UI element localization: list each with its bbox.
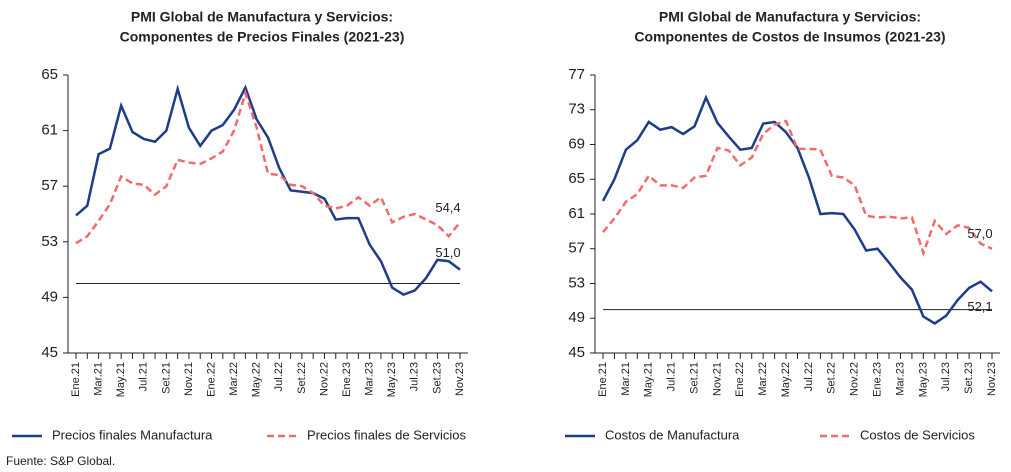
x-tick-label: Jul.23	[409, 362, 421, 391]
x-tick-label: Set.23	[963, 362, 975, 394]
x-tick-label: Nov.23	[986, 362, 998, 396]
x-tick-label: Set.22	[296, 362, 308, 394]
source: Fuente: S&P Global.	[6, 454, 115, 468]
x-tick-label: Set.22	[826, 362, 838, 394]
x-tick-label: May.21	[643, 362, 655, 397]
y-tick-label: 77	[568, 66, 585, 83]
x-tick-label: Jul.22	[273, 362, 285, 391]
x-tick-label: May.21	[115, 362, 127, 397]
y-tick-label: 45	[568, 344, 585, 361]
x-tick-label: Ene.22	[205, 362, 217, 397]
x-tick-label: Mar.23	[364, 362, 376, 396]
y-tick-label: 73	[568, 101, 585, 118]
x-tick-label: May.22	[780, 362, 792, 397]
x-tick-label: Mar.21	[92, 362, 104, 396]
y-tick-label: 49	[568, 309, 585, 326]
x-tick-label: Ene.23	[871, 362, 883, 397]
x-tick-label: May.23	[386, 362, 398, 397]
x-tick-label: Nov.22	[849, 362, 861, 396]
y-tick-label: 57	[568, 240, 585, 257]
x-tick-label: May.22	[251, 362, 263, 397]
x-tick-label: Mar.22	[228, 362, 240, 396]
x-tick-label: Ene.23	[341, 362, 353, 397]
x-tick-label: Ene.22	[734, 362, 746, 397]
x-tick-label: Mar.22	[757, 362, 769, 396]
x-tick-label: May.23	[917, 362, 929, 397]
line	[75, 84, 461, 297]
x-tick-label: Jul.22	[803, 362, 815, 391]
y-tick-label: 53	[568, 274, 585, 291]
x-tick-label: Jul.23	[940, 362, 952, 391]
x-tick-label: Set.23	[431, 362, 443, 394]
x-tick-label: Mar.23	[894, 362, 906, 396]
y-tick-label: 61	[568, 205, 585, 222]
legend-label: Costos de Manufactura	[605, 427, 740, 442]
line	[602, 119, 993, 257]
annotation: 51,0	[435, 245, 460, 260]
y-tick-label: 69	[568, 135, 585, 152]
chart-title: Componentes de Costos de Insumos (2021-2…	[634, 29, 945, 45]
y-tick-label: 61	[41, 122, 58, 139]
line	[75, 88, 461, 245]
x-tick-label: Ene.21	[597, 362, 609, 397]
legend-label: Costos de Servicios	[860, 427, 975, 442]
x-tick-label: Nov.21	[183, 362, 195, 396]
x-tick-label: Mar.21	[620, 362, 632, 396]
legend-label: Precios finales Manufactura	[52, 427, 213, 442]
annotation: 57,0	[967, 226, 992, 241]
x-tick-label: Jul.21	[138, 362, 150, 391]
x-tick-label: Nov.22	[318, 362, 330, 396]
chart-title: PMI Global de Manufactura y Servicios:	[131, 9, 393, 25]
x-tick-label: Ene.21	[70, 362, 82, 397]
x-tick-label: Nov.21	[711, 362, 723, 396]
annotation: 54,4	[435, 200, 460, 215]
annotation: 52,1	[967, 299, 992, 314]
x-tick-label: Jul.21	[666, 362, 678, 391]
x-tick-label: Set.21	[688, 362, 700, 394]
y-tick-label: 65	[41, 66, 58, 83]
chart-title: Componentes de Precios Finales (2021-23)	[120, 29, 405, 45]
line	[601, 94, 993, 325]
y-tick-label: 49	[41, 288, 58, 305]
x-tick-label: Set.21	[160, 362, 172, 394]
y-tick-label: 57	[41, 177, 58, 194]
x-tick-label: Nov.23	[454, 362, 466, 396]
legend-label: Precios finales de Servicios	[307, 427, 466, 442]
y-tick-label: 65	[568, 170, 585, 187]
chart-title: PMI Global de Manufactura y Servicios:	[659, 9, 921, 25]
y-tick-label: 53	[41, 233, 58, 250]
y-tick-label: 45	[41, 344, 58, 361]
